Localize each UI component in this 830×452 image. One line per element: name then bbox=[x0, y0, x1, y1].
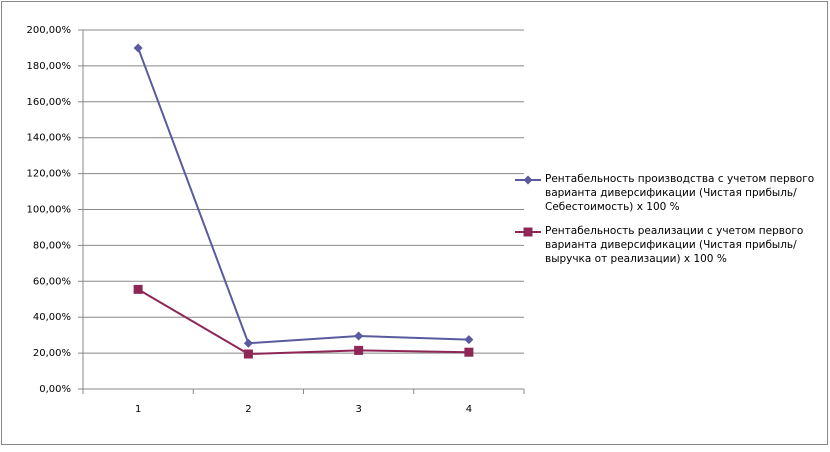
legend-marker bbox=[523, 175, 533, 185]
y-tick-label: 100,00% bbox=[27, 205, 72, 216]
data-point bbox=[133, 284, 143, 294]
data-point bbox=[464, 347, 474, 357]
y-tick-label: 40,00% bbox=[33, 312, 71, 323]
legend-label: Рентабельность производства с учетом пер… bbox=[545, 173, 815, 213]
y-tick-label: 80,00% bbox=[33, 240, 71, 251]
data-point bbox=[243, 338, 253, 348]
y-tick-label: 140,00% bbox=[27, 133, 72, 144]
y-tick-label: 120,00% bbox=[27, 169, 72, 180]
legend-label-box: Рентабельность производства с учетом пер… bbox=[545, 173, 815, 213]
data-point bbox=[243, 349, 253, 359]
y-tick-label: 180,00% bbox=[27, 61, 72, 72]
x-tick-label: 4 bbox=[466, 404, 472, 415]
data-point bbox=[354, 345, 364, 355]
y-tick-label: 20,00% bbox=[33, 348, 71, 359]
y-tick-label: 160,00% bbox=[27, 97, 72, 108]
series-line bbox=[137, 47, 469, 345]
y-tick-label: 200,00% bbox=[27, 25, 72, 36]
series-line bbox=[137, 288, 469, 356]
chart-border bbox=[1, 1, 828, 445]
legend-marker bbox=[523, 227, 533, 237]
data-point bbox=[464, 335, 474, 345]
x-tick-label: 1 bbox=[135, 404, 141, 415]
x-tick-label: 3 bbox=[355, 404, 361, 415]
y-tick-label: 0,00% bbox=[39, 384, 71, 395]
data-point bbox=[133, 43, 143, 53]
data-point bbox=[354, 331, 364, 341]
legend-label-box: Рентабельность реализации с учетом перво… bbox=[545, 225, 804, 265]
legend-label: Рентабельность реализации с учетом перво… bbox=[545, 225, 804, 265]
x-tick-label: 2 bbox=[245, 404, 251, 415]
y-tick-label: 60,00% bbox=[33, 276, 71, 287]
